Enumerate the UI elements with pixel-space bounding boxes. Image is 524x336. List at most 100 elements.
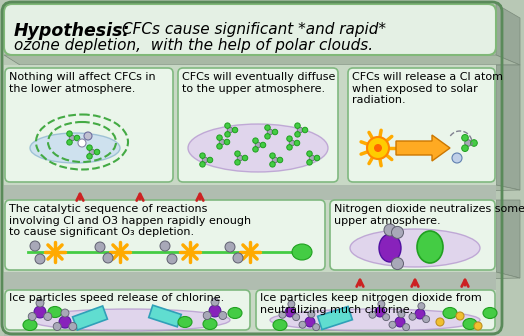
Text: CFCs cause significant *and rapid*: CFCs cause significant *and rapid* [122,22,386,37]
Circle shape [279,311,286,318]
Circle shape [391,258,403,269]
Text: The catalytic sequence of reactions
involving Cl and O3 happen rapidly enough
to: The catalytic sequence of reactions invo… [9,204,251,237]
Polygon shape [149,305,181,327]
Ellipse shape [30,309,230,331]
FancyBboxPatch shape [178,68,338,182]
Circle shape [402,324,410,331]
Circle shape [391,226,403,239]
Ellipse shape [188,124,328,172]
Circle shape [265,125,270,130]
Circle shape [227,127,233,133]
Circle shape [225,132,230,137]
Text: Ice particles keep nitrogen dioxide from
neutralizing much chlorine.: Ice particles keep nitrogen dioxide from… [260,293,482,314]
Ellipse shape [228,307,242,319]
FancyBboxPatch shape [348,68,495,182]
Polygon shape [318,306,352,330]
Circle shape [232,127,238,133]
Text: CFCs will release a Cl atom
when exposed to solar
radiation.: CFCs will release a Cl atom when exposed… [352,72,503,105]
Circle shape [30,241,40,251]
Circle shape [287,144,292,150]
Circle shape [389,321,396,328]
Circle shape [160,241,170,251]
Circle shape [288,301,295,308]
Circle shape [224,139,230,145]
Ellipse shape [292,244,312,260]
Circle shape [87,145,92,151]
Bar [4,200,496,272]
Circle shape [28,312,36,321]
Ellipse shape [203,319,217,330]
Circle shape [59,316,71,328]
Circle shape [200,162,205,167]
Circle shape [219,311,227,320]
Circle shape [208,157,213,163]
Circle shape [265,134,270,139]
Circle shape [267,129,273,135]
Circle shape [74,135,80,141]
Circle shape [294,123,300,128]
Circle shape [53,323,61,331]
Circle shape [270,162,275,167]
FancyBboxPatch shape [5,68,173,182]
Circle shape [294,140,300,146]
Polygon shape [4,272,520,288]
Ellipse shape [379,234,401,262]
Circle shape [462,134,468,141]
Ellipse shape [178,317,192,328]
Circle shape [418,303,425,309]
Polygon shape [496,200,520,278]
Circle shape [78,139,86,147]
Circle shape [285,307,295,317]
Circle shape [299,321,306,328]
Circle shape [409,313,416,320]
Circle shape [253,138,258,143]
Circle shape [253,146,258,152]
Circle shape [44,312,52,321]
Ellipse shape [443,307,457,319]
Circle shape [94,149,100,155]
Ellipse shape [270,309,480,331]
Circle shape [423,316,430,323]
Polygon shape [496,65,520,190]
Bar [4,65,496,185]
Circle shape [34,306,46,318]
Ellipse shape [48,306,62,318]
Circle shape [289,140,294,146]
Circle shape [465,140,471,146]
FancyBboxPatch shape [256,290,495,330]
Circle shape [237,155,243,161]
Circle shape [217,143,222,149]
Ellipse shape [30,133,120,163]
Circle shape [225,123,230,128]
Circle shape [436,318,444,326]
Circle shape [242,155,248,161]
Circle shape [69,323,77,331]
FancyBboxPatch shape [5,200,325,270]
Ellipse shape [417,231,443,263]
Bar [4,185,496,200]
Circle shape [383,313,390,321]
Text: Nitrogen dioxide neutralizes some Cl in
upper atmosphere.: Nitrogen dioxide neutralizes some Cl in … [334,204,524,225]
Circle shape [211,298,219,306]
Circle shape [67,131,72,136]
Text: Nothing will affect CFCs in
the lower atmosphere.: Nothing will affect CFCs in the lower at… [9,72,156,94]
Polygon shape [396,135,450,161]
Circle shape [235,151,240,157]
FancyBboxPatch shape [330,200,495,270]
Circle shape [305,317,315,327]
Circle shape [233,253,243,263]
Circle shape [378,301,385,308]
Circle shape [225,242,235,252]
Circle shape [462,145,468,152]
Circle shape [270,153,275,158]
Circle shape [200,153,205,158]
Ellipse shape [350,229,480,267]
FancyBboxPatch shape [5,290,250,330]
Polygon shape [72,306,107,330]
Circle shape [202,157,208,163]
Circle shape [375,307,385,317]
Ellipse shape [463,319,477,330]
Polygon shape [4,55,520,65]
Circle shape [35,254,45,264]
Circle shape [314,155,320,161]
